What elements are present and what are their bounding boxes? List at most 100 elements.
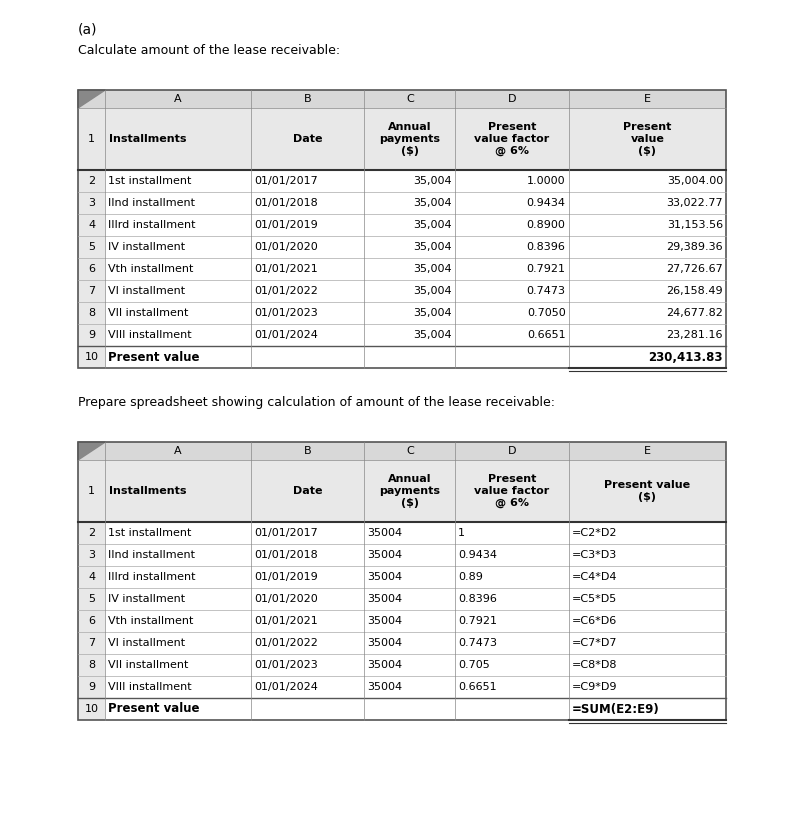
Text: 01/01/2020: 01/01/2020 [254,242,318,252]
Text: 7: 7 [88,638,95,648]
Text: Vth installment: Vth installment [108,616,194,626]
Text: 8: 8 [88,660,95,670]
Text: Present
value
($): Present value ($) [623,122,671,156]
Text: 2: 2 [88,176,95,186]
Text: E: E [644,94,650,104]
Text: 01/01/2018: 01/01/2018 [254,550,318,560]
Text: Installments: Installments [110,486,186,496]
Text: 1: 1 [88,486,95,496]
Text: VII installment: VII installment [108,660,189,670]
Bar [78,108,726,170]
Text: 230,413.83: 230,413.83 [649,351,723,363]
Text: 35004: 35004 [367,660,402,670]
Bar [78,442,726,720]
Text: VI installment: VI installment [108,638,186,648]
Text: 0.7921: 0.7921 [458,616,497,626]
Text: 29,389.36: 29,389.36 [666,242,723,252]
Text: 4: 4 [88,220,95,230]
Text: D: D [507,446,516,456]
Text: C: C [406,446,414,456]
Text: =C8*D8: =C8*D8 [571,660,617,670]
Text: 1: 1 [458,528,465,538]
Text: VII installment: VII installment [108,308,189,318]
Text: 0.705: 0.705 [458,660,490,670]
Text: 10: 10 [85,704,98,714]
Text: 35,004: 35,004 [414,308,452,318]
Text: 35,004: 35,004 [414,220,452,230]
Text: IInd installment: IInd installment [108,550,195,560]
Text: =C7*D7: =C7*D7 [571,638,617,648]
Text: (a): (a) [78,22,98,36]
Text: Prepare spreadsheet showing calculation of amount of the lease receivable:: Prepare spreadsheet showing calculation … [78,396,555,409]
Bar [78,442,726,460]
Text: 35004: 35004 [367,528,402,538]
Text: C: C [406,94,414,104]
Text: =SUM(E2:E9): =SUM(E2:E9) [571,702,659,716]
Text: Installments: Installments [110,134,186,144]
Bar [78,442,726,720]
Text: =C6*D6: =C6*D6 [571,616,617,626]
Text: VIII installment: VIII installment [108,330,192,340]
Text: VI installment: VI installment [108,286,186,296]
Text: E: E [644,446,650,456]
Text: 0.6651: 0.6651 [527,330,566,340]
Text: 33,022.77: 33,022.77 [666,198,723,208]
Text: 01/01/2024: 01/01/2024 [254,330,318,340]
Text: 0.8396: 0.8396 [526,242,566,252]
Text: A: A [174,446,182,456]
Text: 23,281.16: 23,281.16 [666,330,723,340]
Text: IV installment: IV installment [108,242,186,252]
Text: 3: 3 [88,550,95,560]
Text: 5: 5 [88,594,95,604]
Text: 0.6651: 0.6651 [458,682,497,692]
Text: 24,677.82: 24,677.82 [666,308,723,318]
Text: 6: 6 [88,264,95,274]
Text: =C2*D2: =C2*D2 [571,528,617,538]
Text: 35,004: 35,004 [414,330,452,340]
Text: IIIrd installment: IIIrd installment [108,220,196,230]
Polygon shape [78,442,106,460]
Text: =C5*D5: =C5*D5 [571,594,617,604]
Text: 01/01/2022: 01/01/2022 [254,286,318,296]
Text: =C4*D4: =C4*D4 [571,572,617,582]
Text: 5: 5 [88,242,95,252]
Text: 01/01/2020: 01/01/2020 [254,594,318,604]
Text: 4: 4 [88,572,95,582]
Bar [78,460,726,522]
Text: 01/01/2017: 01/01/2017 [254,528,318,538]
Text: 01/01/2017: 01/01/2017 [254,176,318,186]
Text: Calculate amount of the lease receivable:: Calculate amount of the lease receivable… [78,44,340,57]
Text: 1st installment: 1st installment [108,528,191,538]
Text: 35004: 35004 [367,616,402,626]
Text: 0.7473: 0.7473 [458,638,497,648]
Text: 35004: 35004 [367,572,402,582]
Text: 35004: 35004 [367,682,402,692]
Text: 35004: 35004 [367,638,402,648]
Text: 35,004.00: 35,004.00 [666,176,723,186]
Text: Date: Date [293,134,322,144]
Text: 0.9434: 0.9434 [458,550,497,560]
Bar [78,460,106,720]
Text: 1: 1 [88,134,95,144]
Text: 35004: 35004 [367,594,402,604]
Text: 01/01/2023: 01/01/2023 [254,660,318,670]
Text: Date: Date [293,486,322,496]
Bar [78,90,726,368]
Text: 35004: 35004 [367,550,402,560]
Text: 3: 3 [88,198,95,208]
Text: Annual
payments
($): Annual payments ($) [379,475,440,507]
Text: 31,153.56: 31,153.56 [667,220,723,230]
Text: A: A [174,94,182,104]
Text: B: B [304,446,311,456]
Bar [78,90,726,368]
Text: 8: 8 [88,308,95,318]
Text: IInd installment: IInd installment [108,198,195,208]
Text: 1st installment: 1st installment [108,176,191,186]
Text: Present value: Present value [108,351,200,363]
Text: 0.89: 0.89 [458,572,483,582]
Text: 10: 10 [85,352,98,362]
Text: 9: 9 [88,330,95,340]
Text: 01/01/2023: 01/01/2023 [254,308,318,318]
Text: 0.8396: 0.8396 [458,594,497,604]
Text: IV installment: IV installment [108,594,186,604]
